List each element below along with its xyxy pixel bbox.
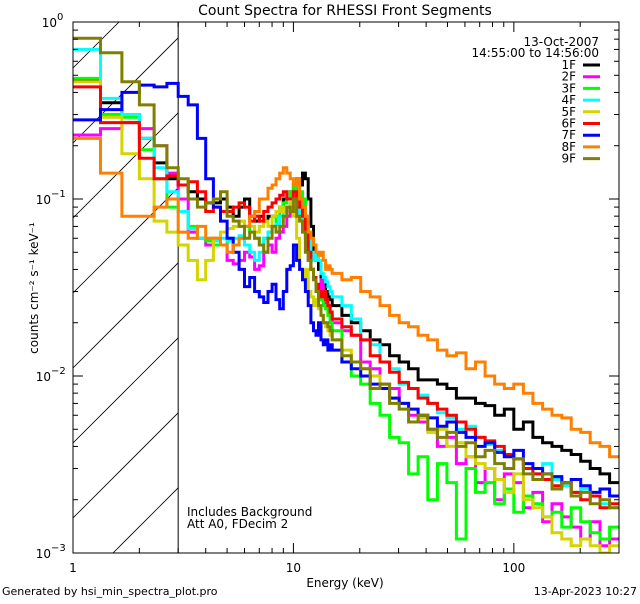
legend-item-9F: 9F [561, 152, 600, 166]
y-axis-label: counts cm⁻² s⁻¹ keV⁻¹ [27, 222, 41, 354]
plot-frame [72, 21, 620, 554]
hatch-line [73, 262, 179, 369]
y-tick-label: 10 0 [42, 12, 64, 30]
y-tick-label-base: 10 [36, 370, 51, 384]
y-tick-label-base: 10 [42, 16, 57, 30]
y-tick-label: 10 −1 [36, 189, 66, 207]
annotation-background: Includes Background [187, 505, 312, 519]
x-axis-label: Energy (keV) [306, 576, 383, 590]
y-tick-label-base: 10 [36, 547, 51, 561]
legend-item-6F: 6F [561, 117, 600, 131]
legend-item-2F: 2F [561, 70, 600, 84]
legend-item-1F: 1F [561, 58, 600, 72]
annotation-attenuator: Att A0, FDecim 2 [187, 517, 288, 531]
series-group [73, 36, 619, 553]
legend-item-7F: 7F [561, 128, 600, 142]
legend-item-8F: 8F [561, 140, 600, 154]
legend-item-3F: 3F [561, 81, 600, 95]
legend-label: 6F [561, 117, 576, 131]
series-line-9F [73, 36, 619, 510]
y-tick-label: 10 −2 [36, 366, 66, 384]
legend-item-5F: 5F [561, 105, 600, 119]
x-tick-label: 10 [286, 561, 301, 575]
legend-label: 2F [561, 70, 576, 84]
chart-title: Count Spectra for RHESSI Front Segments [198, 3, 492, 19]
y-tick-label-exponent: −1 [51, 189, 66, 200]
x-tick-label: 100 [502, 561, 525, 575]
footer-generated-by: Generated by hsi_min_spectra_plot.pro [2, 585, 218, 598]
y-tick-label-base: 10 [36, 193, 51, 207]
hatch-line [112, 487, 179, 553]
series-line-8F [73, 136, 619, 459]
x-tick-label: 1 [69, 561, 77, 575]
legend-label: 7F [561, 128, 576, 142]
legend-label: 4F [561, 93, 576, 107]
axes [72, 21, 620, 554]
hatch-line [73, 112, 179, 219]
y-tick-label-exponent: −2 [51, 366, 66, 377]
y-tick-label-exponent: 0 [57, 12, 63, 23]
legend-label: 3F [561, 81, 576, 95]
legend-label: 5F [561, 105, 576, 119]
legend-time-range: 14:55:00 to 14:56:00 [472, 46, 599, 60]
legend-label: 8F [561, 140, 576, 154]
y-tick-label: 10 −3 [36, 543, 66, 561]
hatch-line [73, 412, 179, 519]
hatch-line [73, 37, 179, 144]
hatch-line [73, 337, 179, 444]
legend-label: 1F [561, 58, 576, 72]
legend-date: 13-Oct-2007 [523, 35, 599, 49]
y-tick-label-exponent: −3 [51, 543, 66, 554]
legend-label: 9F [561, 152, 576, 166]
legend-item-4F: 4F [561, 93, 600, 107]
series-line-7F [73, 81, 619, 498]
footer-timestamp: 13-Apr-2023 10:27 [534, 585, 637, 598]
